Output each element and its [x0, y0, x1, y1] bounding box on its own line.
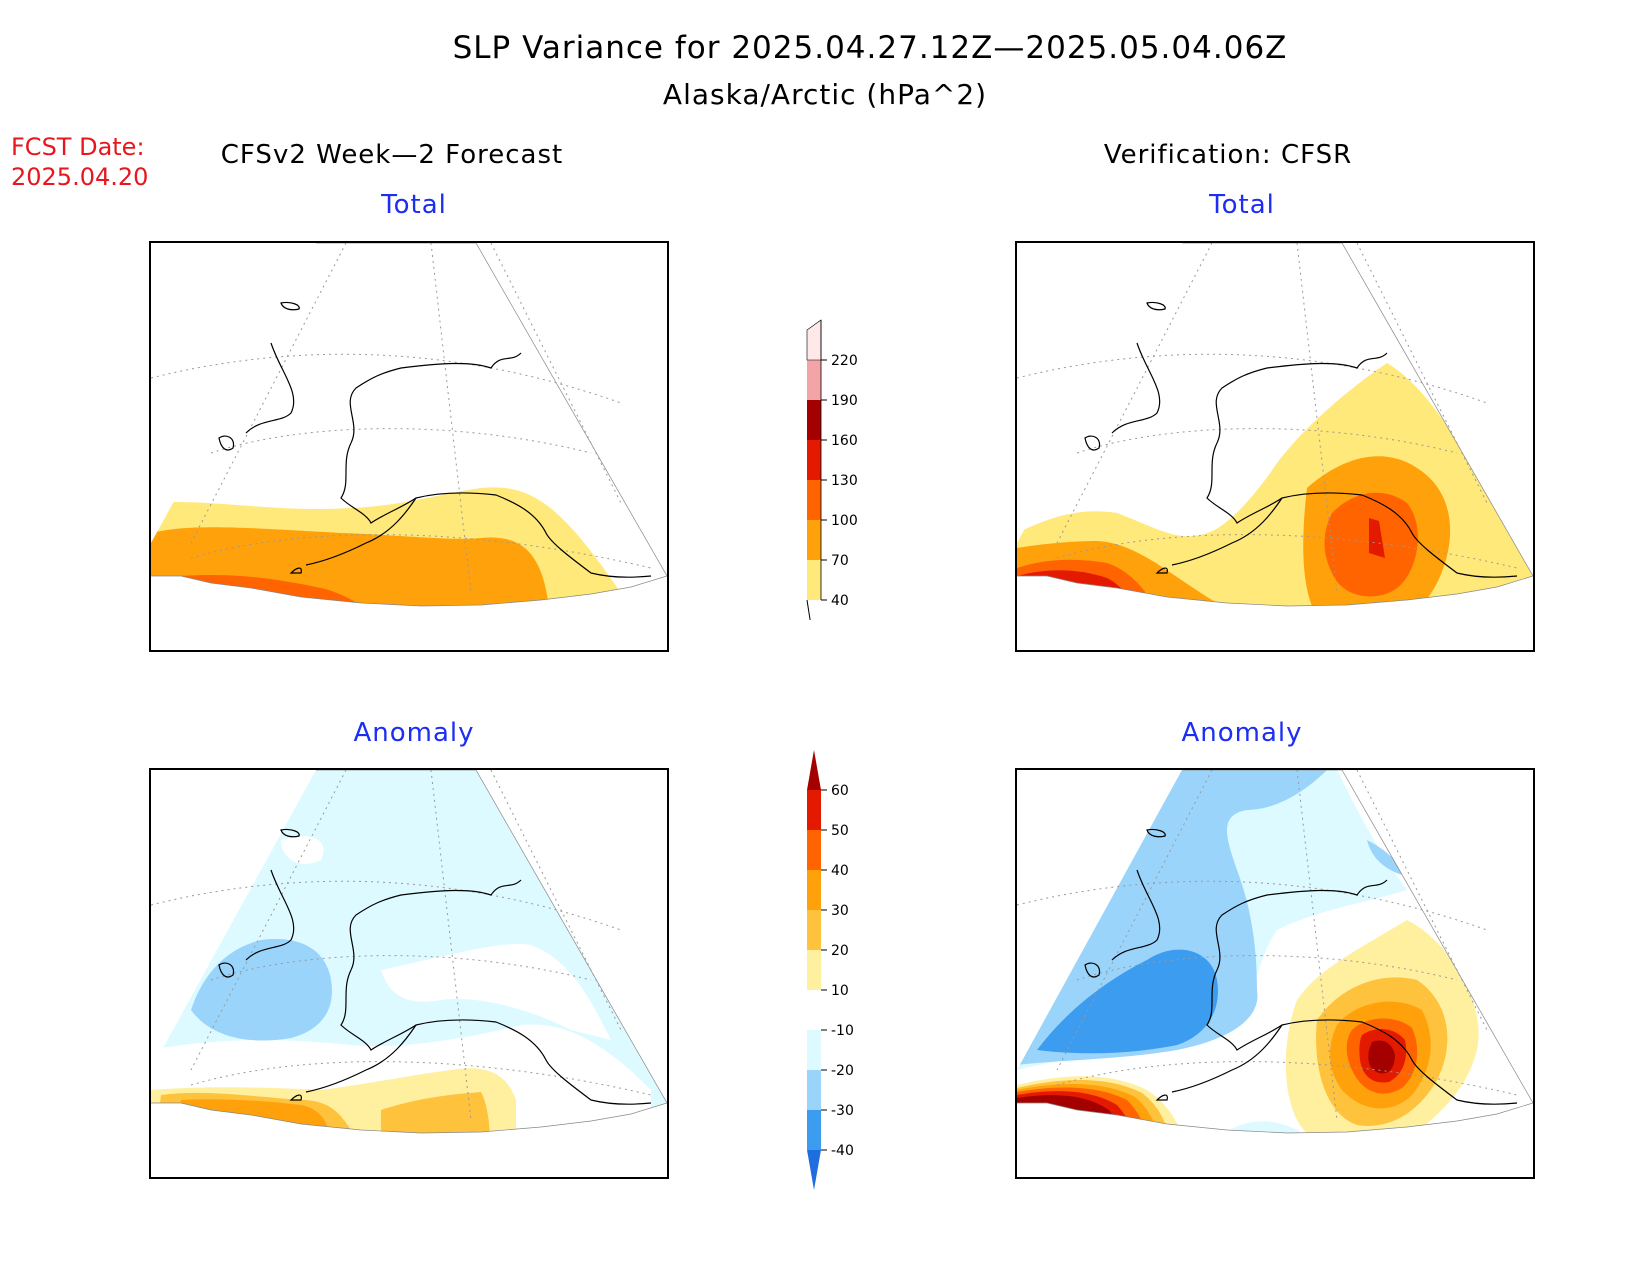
anomaly-colorbar-segment	[807, 750, 821, 790]
anomaly-colorbar-segment	[807, 1110, 821, 1150]
total-colorbar-label: 130	[831, 473, 858, 489]
anomaly-colorbar-segment	[807, 910, 821, 950]
total-colorbar-tail	[806, 599, 811, 620]
anomaly-colorbar-segment	[807, 950, 821, 990]
verification-column-heading: Verification: CFSR	[1103, 140, 1353, 170]
total-colorbar-label: 70	[831, 553, 849, 569]
total-colorbar-label: 190	[831, 393, 858, 409]
anomaly-colorbar-segment	[807, 790, 821, 830]
verification-total-title: Total	[1209, 190, 1275, 220]
anomaly-colorbar-segment	[807, 990, 821, 1030]
forecast-anomaly-title: Anomaly	[353, 718, 475, 748]
forecast-total-title: Total	[381, 190, 447, 220]
total-colorbar-segment	[807, 400, 821, 440]
total-colorbar-label: 160	[831, 433, 858, 449]
anomaly-colorbar-segment	[807, 1150, 821, 1190]
main-subtitle: Alaska/Arctic (hPa^2)	[662, 78, 988, 111]
verification-total-map	[1015, 241, 1535, 652]
verification-anomaly-map	[1015, 768, 1535, 1179]
anomaly-colorbar-label: 60	[831, 783, 849, 799]
total-colorbar-segment	[807, 360, 821, 400]
anomaly-colorbar-label: -40	[831, 1143, 854, 1159]
anomaly-colorbar-segment	[807, 870, 821, 910]
forecast-date-value: 2025.04.20	[11, 163, 149, 191]
forecast-total-map	[149, 241, 669, 652]
total-colorbar-label: 40	[831, 593, 849, 609]
total-colorbar-segment	[807, 520, 821, 560]
forecast-anomaly-map	[149, 768, 669, 1179]
main-title: SLP Variance for 2025.04.27.12Z—2025.05.…	[452, 30, 1288, 66]
anomaly-colorbar-label: 20	[831, 943, 849, 959]
total-colorbar-segment	[807, 560, 821, 600]
total-colorbar-label: 220	[831, 353, 858, 369]
anomaly-colorbar-label: -10	[831, 1023, 854, 1039]
anomaly-colorbar-segment	[807, 830, 821, 870]
anomaly-colorbar-label: 10	[831, 983, 849, 999]
anomaly-colorbar-label: -20	[831, 1063, 854, 1079]
total-colorbar-segment	[806, 319, 822, 361]
total-colorbar-segment	[807, 480, 821, 520]
total-colorbar: 40 70 100 130 160 190 220	[806, 319, 858, 620]
forecast-column-heading: CFSv2 Week—2 Forecast	[220, 140, 564, 170]
forecast-date-label: FCST Date:	[11, 133, 145, 161]
anomaly-colorbar: 60 50 40 30 20 10 -10 -20 -30 -40	[807, 750, 854, 1190]
anomaly-colorbar-label: 50	[831, 823, 849, 839]
anomaly-colorbar-label: 40	[831, 863, 849, 879]
total-colorbar-label: 100	[831, 513, 858, 529]
anomaly-colorbar-label: 30	[831, 903, 849, 919]
anomaly-colorbar-segment	[807, 1030, 821, 1070]
total-colorbar-segment	[807, 440, 821, 480]
verification-anomaly-title: Anomaly	[1181, 718, 1303, 748]
anomaly-colorbar-label: -30	[831, 1103, 854, 1119]
anomaly-colorbar-segment	[807, 1070, 821, 1110]
